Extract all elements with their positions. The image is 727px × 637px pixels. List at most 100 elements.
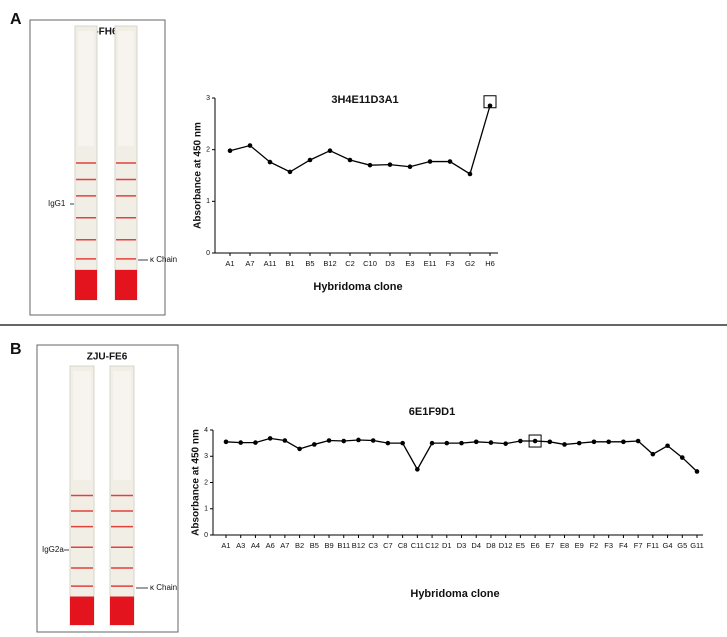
data-point [326, 438, 332, 443]
y-tick-label: 3 [204, 453, 208, 460]
data-point [665, 443, 670, 449]
x-tick-label: B12 [352, 541, 365, 550]
x-tick-label: E7 [545, 541, 554, 550]
y-axis-label: Absorbance at 450 nm [191, 429, 202, 536]
x-tick-label: G5 [677, 541, 687, 550]
data-point [387, 162, 393, 167]
data-point [679, 455, 685, 460]
x-tick-label: A3 [236, 541, 245, 550]
data-point [635, 438, 641, 444]
x-tick-label: D4 [471, 541, 481, 550]
data-line [229, 105, 491, 175]
data-point [467, 171, 473, 177]
x-tick-label: C11 [411, 541, 424, 550]
x-tick-label: D12 [499, 541, 513, 550]
x-tick-label: E11 [424, 259, 437, 268]
x-tick-label: F3 [604, 541, 613, 550]
strip-pad [75, 269, 97, 300]
x-tick-label: B1 [285, 259, 294, 268]
x-tick-label: C7 [383, 541, 393, 550]
data-point [297, 446, 302, 452]
data-point [488, 440, 494, 445]
x-tick-label: A11 [264, 259, 277, 268]
data-point [562, 442, 567, 447]
x-tick-label: B12 [323, 259, 336, 268]
x-tick-label: E8 [560, 541, 569, 550]
y-tick-label: 2 [204, 479, 208, 486]
strip-print-area [113, 371, 131, 480]
y-tick-label: 0 [204, 532, 208, 539]
x-tick-label: H6 [485, 259, 495, 268]
x-tick-label: B5 [310, 541, 319, 550]
x-tick-label: E6 [531, 541, 540, 550]
strip-pad [115, 269, 137, 300]
panel-label: B [10, 341, 22, 358]
chart-title: 3H4E11D3A1 [331, 94, 398, 106]
y-tick-label: 1 [206, 198, 210, 205]
strip-label: IgG1 [48, 199, 66, 208]
x-tick-label: E5 [516, 541, 525, 550]
data-point [576, 440, 582, 446]
x-tick-label: A7 [280, 541, 289, 550]
x-tick-label: D3 [457, 541, 467, 550]
x-axis-label: Hybridoma clone [313, 281, 402, 293]
panel-label: A [10, 11, 22, 28]
data-point [518, 438, 523, 444]
data-point [621, 439, 626, 445]
y-axis-label: Absorbance at 450 nm [193, 122, 204, 229]
data-point [415, 467, 420, 472]
strip-pad [110, 596, 134, 625]
x-tick-label: F2 [590, 541, 599, 550]
x-tick-label: A4 [251, 541, 260, 550]
strip-label: κ Chain [150, 583, 177, 592]
x-tick-label: E3 [405, 259, 414, 268]
strip-label: IgG2a [42, 545, 64, 554]
y-tick-label: 3 [206, 95, 210, 102]
photo-title: ZJU-FE6 [87, 352, 128, 363]
strip-label: κ Chain [150, 255, 177, 264]
data-point [473, 439, 479, 445]
data-point [532, 438, 538, 444]
data-point [347, 157, 353, 163]
data-point [227, 148, 233, 153]
x-tick-label: F3 [446, 259, 455, 268]
data-point [447, 159, 453, 164]
x-tick-label: C8 [398, 541, 408, 550]
photo-frame [36, 344, 179, 633]
data-point [606, 439, 611, 445]
x-tick-label: D1 [442, 541, 452, 550]
x-tick-label: B11 [337, 541, 350, 550]
x-tick-label: G4 [663, 541, 673, 550]
x-tick-label: A1 [225, 259, 234, 268]
data-point [356, 437, 361, 443]
data-point [385, 440, 391, 446]
x-tick-label: F11 [647, 541, 659, 550]
y-tick-label: 0 [206, 250, 210, 257]
strip-print-area [118, 31, 134, 147]
y-tick-label: 2 [206, 147, 210, 154]
data-point [267, 159, 273, 165]
highlight-box [528, 434, 542, 448]
strip-print-area [73, 371, 91, 480]
x-tick-label: B2 [295, 541, 304, 550]
x-axis-label: Hybridoma clone [410, 588, 499, 600]
data-point [253, 440, 258, 445]
data-point [503, 441, 508, 446]
y-tick-label: 1 [204, 506, 208, 513]
x-tick-label: A7 [245, 259, 254, 268]
x-tick-label: G2 [465, 259, 475, 268]
x-tick-label: C12 [425, 541, 439, 550]
x-tick-label: D3 [385, 259, 395, 268]
data-point [487, 103, 493, 109]
x-tick-label: B9 [324, 541, 333, 550]
strip-pad [70, 596, 94, 625]
data-point [247, 143, 253, 148]
x-tick-label: F7 [634, 541, 643, 550]
chart-title: 6E1F9D1 [409, 406, 455, 418]
data-point [282, 438, 288, 443]
data-point [341, 438, 347, 444]
x-tick-label: C10 [363, 259, 377, 268]
data-point [407, 164, 413, 170]
